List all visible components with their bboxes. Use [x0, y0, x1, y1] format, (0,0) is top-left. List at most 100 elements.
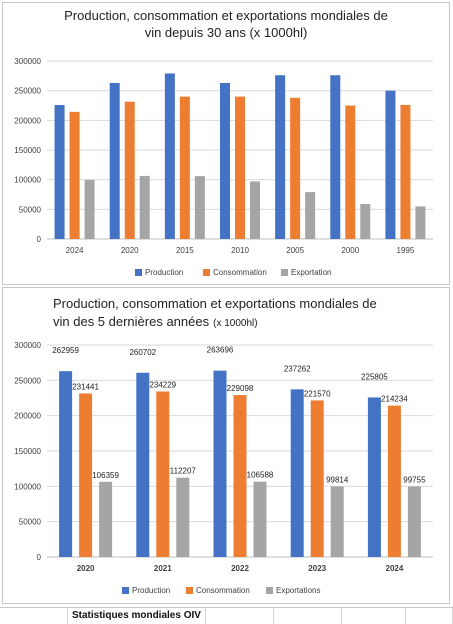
- bar-consommation: [156, 391, 170, 557]
- data-label: 112207: [170, 467, 197, 476]
- bar-consommation: [400, 104, 411, 239]
- data-label: 225805: [361, 372, 388, 381]
- bar-exportations: [176, 477, 190, 557]
- bar-production: [136, 372, 150, 557]
- x-tick-label: 2010: [231, 246, 249, 255]
- data-label: 106359: [92, 471, 119, 480]
- y-tick-label: 250000: [14, 376, 41, 385]
- bar-consommation: [235, 96, 245, 239]
- chart-30-years: Production, consommation et exportations…: [14, 8, 433, 277]
- bar-exportation: [194, 176, 205, 239]
- y-tick-label: 100000: [14, 176, 41, 185]
- data-label: 99755: [403, 476, 426, 485]
- x-tick-label: 2000: [341, 246, 359, 255]
- bar-consommation: [124, 101, 135, 239]
- footer-cell: [274, 608, 342, 624]
- x-tick-label: 2020: [121, 246, 139, 255]
- footer-cell: [342, 608, 406, 624]
- x-tick-label: 2020: [77, 564, 95, 573]
- y-tick-label: 200000: [14, 412, 41, 421]
- bar-exportation: [305, 192, 316, 239]
- bar-exportation: [139, 175, 150, 239]
- y-tick-label: 200000: [14, 116, 41, 125]
- bar-production: [59, 371, 73, 557]
- bar-exportation: [84, 179, 95, 239]
- bar-exportations: [99, 481, 113, 557]
- y-tick-label: 50000: [19, 518, 42, 527]
- chart-panel-5-years: Production, consommation et exportations…: [2, 287, 450, 604]
- data-label: 99814: [326, 475, 349, 484]
- legend-swatch-production: [135, 269, 142, 276]
- bar-exportations: [330, 486, 344, 557]
- bar-consommation: [69, 111, 80, 239]
- bar-consommation: [233, 395, 247, 557]
- footer-cell: [0, 608, 68, 624]
- legend-label: Production: [145, 268, 183, 277]
- y-tick-label: 250000: [14, 87, 41, 96]
- bar-exportations: [407, 486, 421, 557]
- footer-cell: [206, 608, 274, 624]
- legend-label: Exportation: [291, 268, 331, 277]
- bar-production: [220, 82, 230, 239]
- y-tick-label: 0: [37, 553, 42, 562]
- legend-label: Consommation: [213, 268, 267, 277]
- legend-swatch-exportation: [281, 269, 288, 276]
- bar-exportation: [250, 181, 260, 239]
- bar-consommation: [345, 105, 356, 239]
- legend-label: Consommation: [196, 586, 250, 595]
- data-label: 221570: [304, 389, 331, 398]
- x-tick-label: 2015: [176, 246, 194, 255]
- data-label: 106588: [247, 471, 274, 480]
- y-tick-label: 150000: [14, 447, 41, 456]
- footer-table: Statistiques mondiales OIV: [0, 607, 453, 624]
- bar-production: [54, 105, 65, 239]
- bar-production: [164, 73, 175, 240]
- data-label: 237262: [284, 364, 311, 373]
- x-tick-label: 2005: [286, 246, 304, 255]
- x-tick-label: 2023: [308, 564, 326, 573]
- data-label: 260702: [129, 348, 156, 357]
- x-tick-label: 2021: [154, 564, 172, 573]
- y-tick-label: 150000: [14, 146, 41, 155]
- bar-consommation: [179, 96, 190, 239]
- bar-exportations: [253, 481, 267, 557]
- bar-consommation: [310, 400, 324, 557]
- data-label: 214234: [381, 395, 408, 404]
- data-label: 262959: [52, 346, 79, 355]
- data-label: 263696: [207, 346, 234, 355]
- x-tick-label: 1995: [397, 246, 415, 255]
- bar-production: [290, 389, 304, 557]
- y-tick-label: 100000: [14, 482, 41, 491]
- bar-production: [275, 75, 286, 240]
- footer-cell: [68, 608, 206, 624]
- legend-swatch-consommation: [186, 587, 193, 594]
- bar-production: [330, 75, 341, 240]
- y-tick-label: 300000: [14, 57, 41, 66]
- bar-production: [109, 82, 120, 239]
- y-tick-label: 0: [37, 235, 42, 244]
- x-tick-label: 2024: [66, 246, 84, 255]
- bar-consommation: [290, 97, 301, 239]
- footer-cell: [406, 608, 453, 624]
- x-tick-label: 2022: [231, 564, 249, 573]
- bar-consommation: [387, 405, 401, 557]
- chart-title-line-1: Production, consommation et exportations…: [64, 8, 388, 23]
- chart-title-line-2: vin des 5 dernières années (x 1000hl): [53, 314, 258, 329]
- chart-panel-30-years: Production, consommation et exportations…: [2, 2, 450, 285]
- legend-label: Production: [132, 586, 170, 595]
- legend-swatch-exportations: [266, 587, 273, 594]
- y-tick-label: 300000: [14, 341, 41, 350]
- x-tick-label: 2024: [386, 564, 404, 573]
- bar-production: [367, 397, 381, 557]
- legend-label: Exportations: [276, 586, 320, 595]
- legend-swatch-production: [122, 587, 129, 594]
- data-label: 231441: [72, 382, 99, 391]
- y-tick-label: 50000: [19, 205, 42, 214]
- bar-exportation: [360, 203, 371, 239]
- chart-5-years: Production, consommation et exportations…: [14, 296, 433, 595]
- chart-title-unit: (x 1000hl): [213, 318, 257, 329]
- bar-consommation: [79, 393, 93, 557]
- data-label: 234229: [149, 380, 176, 389]
- bar-production: [385, 90, 396, 240]
- chart-title-line-2: vin depuis 30 ans (x 1000hl): [145, 25, 308, 40]
